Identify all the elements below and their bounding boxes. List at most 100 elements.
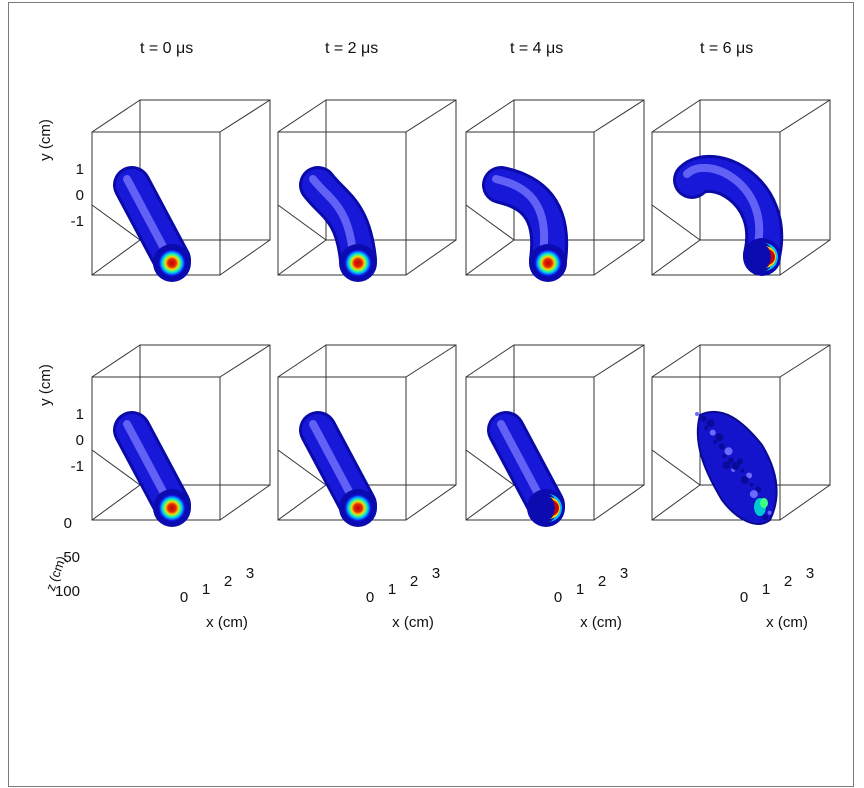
turbulent-cell <box>740 476 749 485</box>
current-crescent-outer <box>548 494 562 522</box>
x-tick-label: 1 <box>576 581 584 598</box>
box-edge <box>405 239 457 276</box>
x-tick-label: 1 <box>388 581 396 598</box>
box-edge <box>277 204 327 241</box>
x-tick-label: 3 <box>620 565 628 582</box>
turbulent-cell <box>767 510 772 515</box>
x-tick-label: 0 <box>740 589 748 606</box>
box-edge <box>219 484 271 521</box>
box-edge <box>651 239 701 276</box>
x-axis-label-col4: x (cm) <box>766 614 808 631</box>
turbulent-cell <box>718 443 725 450</box>
box-edge <box>219 344 271 378</box>
turbulent-cell <box>709 429 716 436</box>
turbulent-cell <box>700 415 707 422</box>
turbulent-cell <box>749 482 754 487</box>
box-edge <box>779 239 831 276</box>
x-tick-label: 3 <box>246 565 254 582</box>
x-tick-label: 0 <box>180 589 188 606</box>
box-edge <box>651 204 701 241</box>
y-tick-label: 0 <box>76 187 84 204</box>
panel-row2-col2 <box>277 344 457 527</box>
box-edge <box>779 99 831 133</box>
box-edge <box>277 99 327 133</box>
box-edge <box>651 99 701 133</box>
z-tick-label: 100 <box>55 583 80 600</box>
x-tick-label: 3 <box>432 565 440 582</box>
column-title-t4: t = 4 μs <box>510 40 564 57</box>
box-edge <box>277 484 327 521</box>
box-edge <box>465 239 515 276</box>
current-core <box>343 248 373 278</box>
turbulent-cell <box>724 447 733 456</box>
turbulent-cell <box>740 468 745 473</box>
panel-row2-col1 <box>91 344 271 527</box>
box-edge <box>465 484 515 521</box>
x-axis-label-col2: x (cm) <box>392 614 434 631</box>
x-axis-label-col3: x (cm) <box>580 614 622 631</box>
current-crescent-inner <box>767 249 775 265</box>
turbulent-cell <box>762 514 769 521</box>
y-tick-label: 1 <box>76 161 84 178</box>
y-tick-label: -1 <box>71 458 84 475</box>
box-edge <box>219 239 271 276</box>
box-edge <box>91 99 141 133</box>
x-tick-label: 3 <box>806 565 814 582</box>
box-edge <box>277 344 327 378</box>
x-tick-label: 2 <box>224 573 232 590</box>
flux-tube-highlight <box>683 163 764 253</box>
x-tick-label: 1 <box>762 581 770 598</box>
panel-row1-col4 <box>651 99 831 276</box>
box-edge <box>651 449 701 486</box>
box-edge <box>465 449 515 486</box>
box-edge <box>651 484 701 521</box>
flux-tube-highlight <box>497 420 545 503</box>
box-edge <box>465 204 515 241</box>
turbulent-cell <box>722 461 731 470</box>
box-edge <box>779 484 831 521</box>
turbulent-cell <box>755 486 762 493</box>
y-tick-label: 1 <box>76 406 84 423</box>
box-edge <box>405 344 457 378</box>
turbulent-cell <box>749 490 758 499</box>
current-crescent-outer <box>764 243 778 271</box>
turbulent-cell <box>737 458 743 465</box>
turbulent-cell <box>713 439 718 444</box>
turbulent-cell <box>722 453 727 458</box>
turbulent-cell <box>706 419 715 428</box>
y-tick-label: 0 <box>76 432 84 449</box>
x-tick-label: 1 <box>202 581 210 598</box>
box-edge <box>91 484 141 521</box>
current-crescent-mid <box>549 497 560 519</box>
x-axis-label-col1: x (cm) <box>206 614 248 631</box>
y-tick-label: -1 <box>71 213 84 230</box>
panel-row2-col4 <box>651 344 831 525</box>
box-edge <box>219 99 271 133</box>
current-core <box>157 248 187 278</box>
figure-frame <box>8 2 854 787</box>
box-edge <box>277 239 327 276</box>
x-tick-label: 2 <box>410 573 418 590</box>
box-edge <box>405 99 457 133</box>
panel-row1-col3 <box>465 99 645 282</box>
box-edge <box>91 239 141 276</box>
box-edge <box>405 484 457 521</box>
box-edge <box>593 344 645 378</box>
flux-tube-highlight <box>309 420 357 503</box>
box-edge <box>593 99 645 133</box>
box-edge <box>465 344 515 378</box>
current-core <box>343 493 373 523</box>
box-edge <box>277 449 327 486</box>
column-title-t6: t = 6 μs <box>700 40 754 57</box>
turbulent-cell <box>715 433 724 442</box>
turbulent-cell <box>695 412 699 416</box>
z-tick-label: 50 <box>63 549 80 566</box>
flux-tube-highlight <box>123 175 171 258</box>
turbulent-cell <box>727 457 734 464</box>
x-tick-label: 2 <box>598 573 606 590</box>
box-edge <box>779 344 831 378</box>
y-axis-label-row2: y (cm) <box>37 364 54 406</box>
column-title-t2: t = 2 μs <box>325 40 379 57</box>
box-edge <box>465 99 515 133</box>
